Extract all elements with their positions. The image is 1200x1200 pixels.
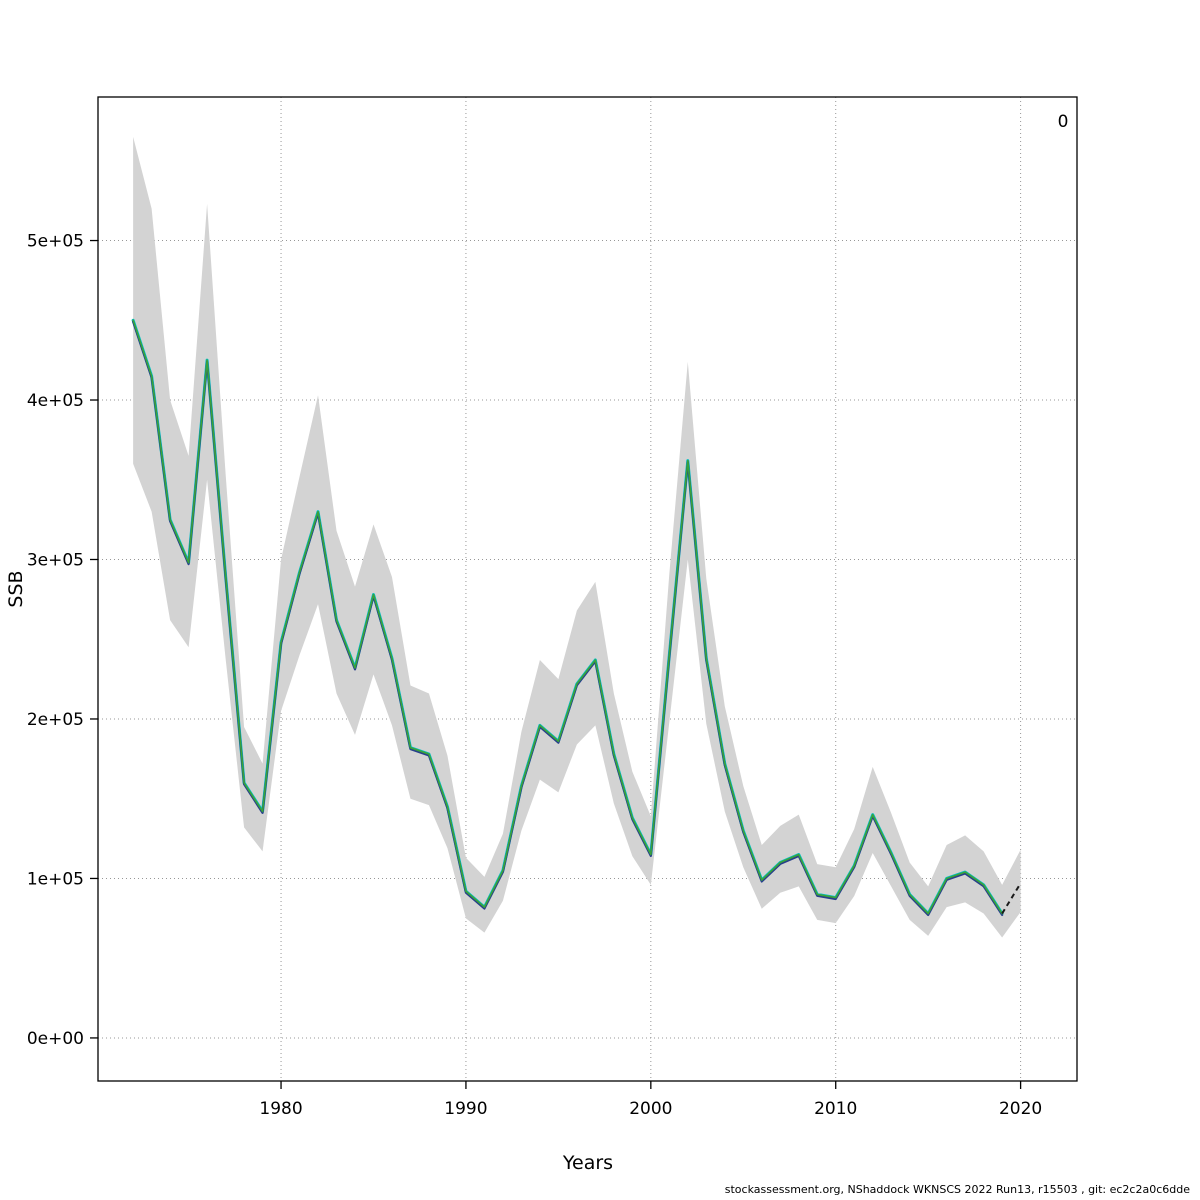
svg-text:4e+05: 4e+05	[27, 391, 84, 411]
svg-text:0e+00: 0e+00	[27, 1029, 84, 1049]
x-axis-label: Years	[562, 1152, 614, 1174]
svg-text:1990: 1990	[444, 1099, 487, 1119]
svg-text:2010: 2010	[814, 1099, 857, 1119]
plot-caption: stockassessment.org, NShaddock WKNSCS 20…	[724, 1183, 1190, 1196]
svg-text:2000: 2000	[629, 1099, 672, 1119]
svg-text:3e+05: 3e+05	[27, 550, 84, 570]
svg-text:1980: 1980	[259, 1099, 302, 1119]
svg-text:2020: 2020	[999, 1099, 1042, 1119]
svg-text:1e+05: 1e+05	[27, 869, 84, 889]
y-axis-label: SSB	[5, 570, 27, 608]
svg-text:2e+05: 2e+05	[27, 710, 84, 730]
legend-label: 0	[1057, 112, 1069, 132]
svg-text:5e+05: 5e+05	[27, 232, 84, 252]
